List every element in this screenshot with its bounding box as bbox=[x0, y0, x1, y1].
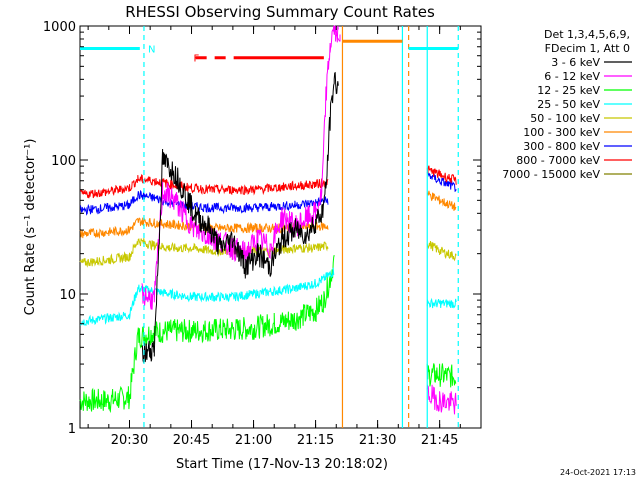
flags-layer: N F N bbox=[80, 26, 459, 428]
legend-header-1: Det 1,3,4,5,6,9, bbox=[544, 28, 630, 41]
y-tick-label: 1 bbox=[68, 422, 76, 437]
plot-frame bbox=[79, 25, 482, 429]
legend-header-2: FDecim 1, Att 0 bbox=[545, 42, 630, 55]
y-tick-label: 1000 bbox=[43, 20, 76, 35]
legend-entry-5: 100 - 300 keV bbox=[523, 126, 600, 139]
x-tick-label: 20:30 bbox=[111, 433, 148, 448]
series-layer bbox=[79, 25, 457, 415]
plot-area bbox=[79, 25, 482, 429]
flag-annotation: F bbox=[193, 54, 199, 65]
footer-date: 24-Oct-2021 17:13 bbox=[560, 468, 636, 477]
legend-entry-1: 6 - 12 keV bbox=[544, 70, 600, 83]
series-line bbox=[79, 190, 457, 240]
legend-entry-7: 800 - 7000 keV bbox=[516, 154, 600, 167]
x-tick-label: 20:45 bbox=[173, 433, 210, 448]
x-tick-label: 21:00 bbox=[235, 433, 272, 448]
x-tick-label: 21:30 bbox=[359, 433, 396, 448]
legend-entry-0: 3 - 6 keV bbox=[551, 56, 600, 69]
legend-entry-3: 25 - 50 keV bbox=[537, 98, 600, 111]
chart-title: RHESSI Observing Summary Count Rates bbox=[125, 3, 435, 21]
y-tick-label: 100 bbox=[51, 154, 76, 169]
x-tick-label: 21:45 bbox=[421, 433, 458, 448]
x-tick-label: 21:15 bbox=[297, 433, 334, 448]
series-line bbox=[79, 165, 457, 199]
flag-annotation: N bbox=[334, 34, 341, 45]
y-tick-label: 10 bbox=[59, 288, 76, 303]
x-axis-label: Start Time (17-Nov-13 20:18:02) bbox=[176, 457, 388, 472]
axes-layer: 1 10 100 1000 20:30 20:45 21:00 21:15 21:30 21:45 bbox=[43, 20, 481, 448]
series-line bbox=[79, 170, 457, 216]
series-line bbox=[79, 238, 457, 268]
flag-annotation: N bbox=[148, 44, 155, 55]
series-line bbox=[79, 254, 457, 414]
y-axis-label: Count Rate (s⁻¹ detector⁻¹) bbox=[23, 139, 38, 316]
legend-swatches bbox=[604, 61, 632, 175]
legend-entry-6: 300 - 800 keV bbox=[523, 140, 600, 153]
legend: Det 1,3,4,5,6,9, FDecim 1, Att 0 3 - 6 k… bbox=[502, 28, 630, 181]
legend-entry-8: 7000 - 15000 keV bbox=[502, 168, 600, 181]
legend-entry-4: 50 - 100 keV bbox=[530, 112, 600, 125]
series-line bbox=[79, 267, 457, 327]
legend-entry-2: 12 - 25 keV bbox=[537, 84, 600, 97]
series-line bbox=[141, 71, 339, 363]
